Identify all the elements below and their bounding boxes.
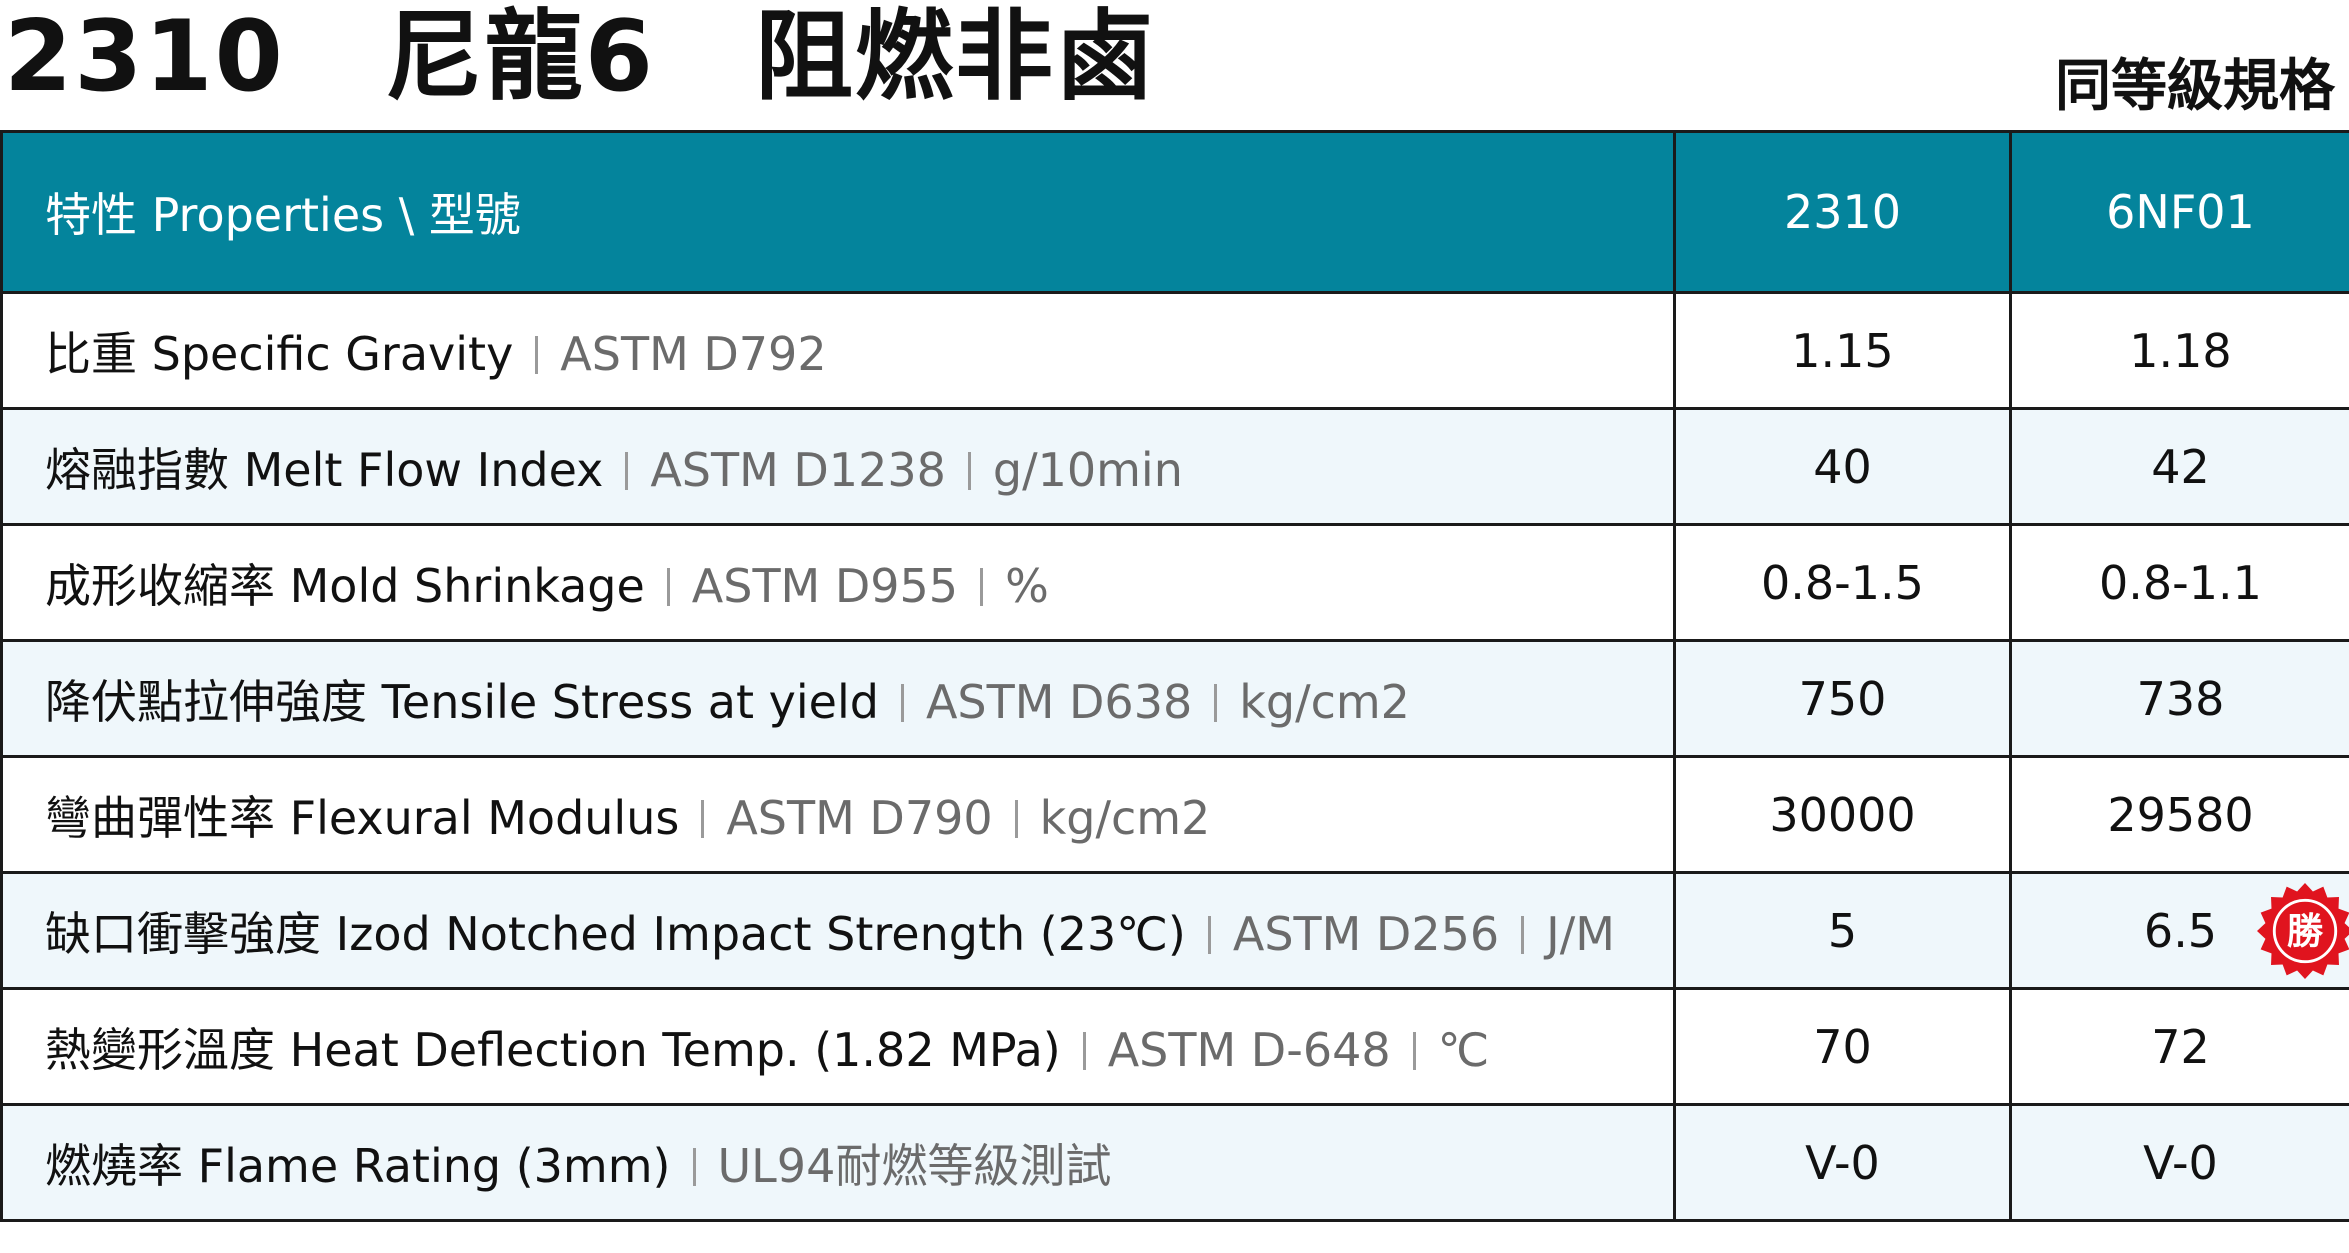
value: V-0	[1805, 1135, 1880, 1190]
value-cell: 1.15	[1673, 291, 2012, 410]
value: 72	[2151, 1019, 2210, 1074]
badge-text: 勝	[2287, 909, 2324, 952]
property-cell: 降伏點拉伸強度 Tensile Stress at yield ASTM D638…	[0, 639, 1676, 758]
value: 738	[2136, 671, 2225, 726]
property-note: J/M	[1546, 906, 1615, 961]
value-cell: 29580	[2009, 755, 2349, 874]
property-note: kg/cm2	[1039, 790, 1211, 845]
value-cell: 30000	[1673, 755, 2012, 874]
property-note: g/10min	[992, 442, 1183, 497]
property-name: 熔融指數 Melt Flow Index	[45, 442, 604, 497]
property-cell: 彎曲彈性率 Flexural Modulus ASTM D790 kg/cm2	[0, 755, 1676, 874]
value-cell: V-0	[2009, 1103, 2349, 1222]
value-cell: 738	[2009, 639, 2349, 758]
value: 29580	[2107, 787, 2254, 842]
separator	[1014, 799, 1018, 838]
property-cell: 比重 Specific Gravity ASTM D792	[0, 291, 1676, 410]
separator	[967, 451, 971, 490]
value-cell: 1.18	[2009, 291, 2349, 410]
table-row: 熱變形溫度 Heat Deflection Temp. (1.82 MPa) AS…	[0, 987, 2349, 1106]
separator	[1521, 915, 1525, 954]
property-cell: 熱變形溫度 Heat Deflection Temp. (1.82 MPa) AS…	[0, 987, 1676, 1106]
value: 42	[2151, 439, 2210, 494]
value-cell: 70	[1673, 987, 2012, 1106]
property-note: ℃	[1437, 1022, 1490, 1077]
separator	[1214, 683, 1218, 722]
value-cell: 40	[1673, 407, 2012, 526]
separator	[1207, 915, 1211, 954]
separator	[980, 567, 984, 606]
value: V-0	[2143, 1135, 2218, 1190]
separator	[900, 683, 904, 722]
value-cell: 0.8-1.5	[1673, 523, 2012, 642]
table-row: 缺口衝擊強度 Izod Notched Impact Strength (23℃…	[0, 871, 2349, 990]
table-row: 燃燒率 Flame Rating (3mm) UL94耐燃等級測試 V-0 V-0	[0, 1103, 2349, 1222]
property-name: 比重 Specific Gravity	[45, 326, 514, 381]
property-name: 熱變形溫度 Heat Deflection Temp. (1.82 MPa)	[45, 1022, 1061, 1077]
property-note: ASTM D256	[1232, 906, 1500, 961]
value: 5	[1827, 903, 1858, 958]
property-name: 燃燒率 Flame Rating (3mm)	[45, 1138, 671, 1193]
property-name: 彎曲彈性率 Flexural Modulus	[45, 790, 680, 845]
separator	[666, 567, 670, 606]
separator	[1412, 1031, 1416, 1070]
property-cell: 成形收縮率 Mold Shrinkage ASTM D955%	[0, 523, 1676, 642]
table-row: 降伏點拉伸強度 Tensile Stress at yield ASTM D638…	[0, 639, 2349, 758]
column-header: 6NF01	[2009, 130, 2349, 294]
value-cell: 750	[1673, 639, 2012, 758]
separator	[692, 1147, 696, 1186]
header-row: 特性 Properties \ 型號 2310 6NF01	[0, 130, 2349, 294]
value: 70	[1813, 1019, 1872, 1074]
value-cell: 42	[2009, 407, 2349, 526]
property-name: 缺口衝擊強度 Izod Notched Impact Strength (23℃…	[45, 906, 1186, 961]
separator	[701, 799, 705, 838]
value: 1.18	[2129, 323, 2232, 378]
property-cell: 缺口衝擊強度 Izod Notched Impact Strength (23℃…	[0, 871, 1676, 990]
value-cell: 6.5 勝	[2009, 871, 2349, 990]
badge: 勝	[2257, 882, 2349, 979]
property-note: UL94耐燃等級測試	[717, 1138, 1112, 1193]
separator	[535, 335, 539, 374]
property-cell: 熔融指數 Melt Flow Index ASTM D1238 g/10min	[0, 407, 1676, 526]
badge-ring	[2272, 898, 2338, 963]
separator	[1082, 1031, 1086, 1070]
value: 0.8-1.1	[2099, 555, 2262, 610]
property-note: ASTM D1238	[650, 442, 946, 497]
value-cell: V-0	[1673, 1103, 2012, 1222]
value: 750	[1798, 671, 1887, 726]
property-name: 降伏點拉伸強度 Tensile Stress at yield	[45, 674, 879, 729]
property-name: 成形收縮率 Mold Shrinkage	[45, 558, 645, 613]
property-note: ASTM D955	[691, 558, 959, 613]
table-row: 比重 Specific Gravity ASTM D792 1.15 1.18	[0, 291, 2349, 410]
property-note: kg/cm2	[1239, 674, 1410, 729]
table-row: 熔融指數 Melt Flow Index ASTM D1238 g/10min 40 4…	[0, 407, 2349, 526]
value-cell: 0.8-1.1	[2009, 523, 2349, 642]
value-cell: 72	[2009, 987, 2349, 1106]
value: 40	[1813, 439, 1872, 494]
property-note: ASTM D638	[925, 674, 1193, 729]
table-row: 成形收縮率 Mold Shrinkage ASTM D955% 0.8-1.5 0.8…	[0, 523, 2349, 642]
column-header: 2310	[1673, 130, 2012, 294]
value-cell: 5	[1673, 871, 2012, 990]
spec-table: 特性 Properties \ 型號 2310 6NF01 比重 Specifi…	[0, 130, 2349, 1222]
table-body: 比重 Specific Gravity ASTM D792 1.15 1.18 熔融指數…	[0, 291, 2349, 1222]
property-note: ASTM D790	[726, 790, 993, 845]
column-header: 特性 Properties \ 型號	[0, 130, 1676, 294]
value: 6.5	[2143, 903, 2218, 958]
property-note: ASTM D-648	[1107, 1022, 1391, 1077]
value: 30000	[1769, 787, 1916, 842]
value: 0.8-1.5	[1761, 555, 1924, 610]
property-note: ASTM D792	[560, 326, 827, 381]
property-note: %	[1005, 558, 1049, 613]
property-cell: 燃燒率 Flame Rating (3mm) UL94耐燃等級測試	[0, 1103, 1676, 1222]
subtitle: 同等級規格	[2055, 54, 2335, 119]
table-row: 彎曲彈性率 Flexural Modulus ASTM D790 kg/cm2 300…	[0, 755, 2349, 874]
title: 2310 尼龍6 阻燃非鹵	[4, 0, 1155, 114]
separator	[625, 451, 629, 490]
value: 1.15	[1791, 323, 1894, 378]
